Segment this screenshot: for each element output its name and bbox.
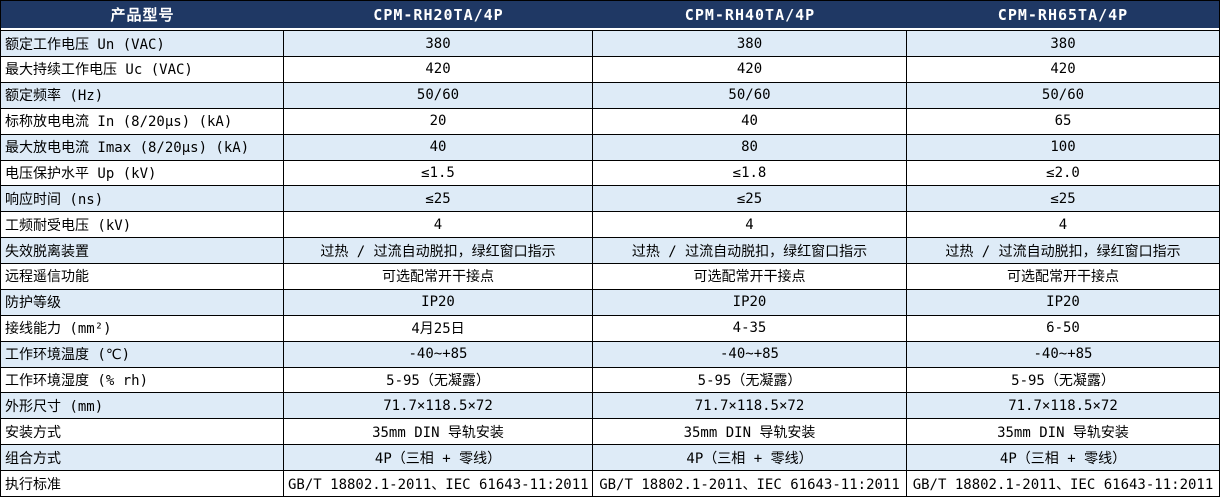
table-row: 安装方式 35mm DIN 导轨安装 35mm DIN 导轨安装 35mm DIN 导… [1,419,1219,446]
spec-row-label: 标称放电电流 In (8/20μs) (kA) [1,108,284,135]
spec-value-cell: GB/T 18802.1-2011、IEC 61643-11:2011 [284,471,593,496]
spec-value-cell: -40~+85 [284,341,593,368]
spec-value-cell: ≤2.0 [907,161,1219,187]
spec-value-cell: 20 [284,108,593,135]
spec-row-label: 额定工作电压 Un (VAC) [1,30,284,57]
spec-value-cell: 40 [593,108,907,135]
table-row: 标称放电电流 In (8/20μs) (kA) 20 40 65 [1,108,1219,135]
spec-row-label: 组合方式 [1,445,284,471]
spec-row-label: 外形尺寸 (mm) [1,393,284,420]
spec-value-cell: 35mm DIN 导轨安装 [593,419,907,446]
table-row: 工作环境温度 (℃) -40~+85 -40~+85 -40~+85 [1,341,1219,368]
spec-value-cell: 40 [284,134,593,161]
spec-value-cell: 65 [907,109,1219,135]
spec-row-label: 远程遥信功能 [1,264,284,290]
table-row: 额定频率 (Hz) 50/60 50/60 50/60 [1,82,1219,109]
spec-value-cell: 4P（三相 + 零线） [907,445,1219,471]
spec-value-cell: GB/T 18802.1-2011、IEC 61643-11:2011 [912,476,1214,493]
spec-row-label: 执行标准 [1,471,284,496]
spec-value-cell: 380 [284,30,593,57]
spec-row-label: 响应时间 (ns) [1,186,284,213]
spec-value-cell: 6-50 [907,316,1219,342]
table-row: 电压保护水平 Up (kV) ≤1.5 ≤1.8 ≤2.0 [1,160,1219,187]
table-row: 远程遥信功能 可选配常开干接点 可选配常开干接点 可选配常开干接点 [1,264,1219,290]
spec-row-label: 工频耐受电压 (kV) [1,212,284,239]
spec-value-cell: 5-95（无凝露） [284,367,593,394]
spec-value-cell: 可选配常开干接点 [284,264,593,290]
spec-value-cell: ≤1.5 [284,160,593,187]
header-row: 产品型号 CPM-RH20TA/4P CPM-RH40TA/4P CPM-RH6… [1,1,1219,30]
table-row: 外形尺寸 (mm) 71.7×118.5×72 71.7×118.5×72 71.7×… [1,393,1219,420]
spec-row-label: 电压保护水平 Up (kV) [1,160,284,187]
spec-value-cell: 380 [593,30,907,57]
spec-value-cell: 4-35 [593,315,907,342]
spec-value-cell: IP20 [907,290,1219,316]
spec-row-label: 工作环境湿度 (% rh) [1,367,284,394]
table-row: 工频耐受电压 (kV) 4 4 4 [1,212,1219,239]
spec-value-cell: 4P（三相 + 零线） [284,445,593,471]
spec-value-cell: 35mm DIN 导轨安装 [284,419,593,446]
spec-row-label: 防护等级 [1,289,284,316]
spec-value-cell: 80 [593,134,907,161]
spec-value-cell: 71.7×118.5×72 [593,393,907,420]
table-row: 最大持续工作电压 Uc (VAC) 420 420 420 [1,57,1219,83]
header-model-column-2: CPM-RH40TA/4P [593,1,907,30]
spec-row-label: 接线能力 (mm²) [1,315,284,342]
spec-row-label: 安装方式 [1,419,284,446]
spec-value-cell: 420 [907,57,1219,83]
spec-value-cell: 100 [907,135,1219,161]
spec-value-cell: 过热 / 过流自动脱扣，绿红窗口指示 [907,238,1219,264]
spec-value-cell: 4 [593,212,907,239]
spec-value-cell: 可选配常开干接点 [907,264,1219,290]
spec-value-cell: 过热 / 过流自动脱扣，绿红窗口指示 [593,238,907,264]
table-row: 工作环境湿度 (% rh) 5-95（无凝露） 5-95（无凝露） 5-95（无凝露） [1,367,1219,394]
table-row: 接线能力 (mm²) 4月25日 4-35 6-50 [1,315,1219,342]
spec-value-cell: -40~+85 [907,342,1219,368]
spec-value-cell: -40~+85 [593,341,907,368]
spec-value-cell: 过热 / 过流自动脱扣，绿红窗口指示 [284,238,593,264]
spec-value-cell: ≤25 [907,186,1219,213]
spec-value-cell: ≤25 [593,186,907,213]
spec-row-label: 失效脱离装置 [1,238,284,264]
spec-value-cell: IP20 [593,289,907,316]
spec-value-cell: 4P（三相 + 零线） [593,445,907,471]
spec-value-cell: 35mm DIN 导轨安装 [907,419,1219,446]
table-row: 失效脱离装置 过热 / 过流自动脱扣，绿红窗口指示 过热 / 过流自动脱扣，绿红窗口… [1,238,1219,264]
spec-value-cell: 50/60 [907,83,1219,109]
spec-value-cell: GB/T 18802.1-2011、IEC 61643-11:2011 [593,471,907,496]
spec-value-cell: 5-95（无凝露） [593,367,907,394]
spec-value-cell: 4月25日 [284,315,593,342]
spec-value-cell: 50/60 [593,82,907,109]
spec-row-label: 额定频率 (Hz) [1,82,284,109]
spec-row-label: 工作环境温度 (℃) [1,341,284,368]
spec-value-cell: 5-95（无凝露） [907,368,1219,394]
spec-row-label: 最大放电电流 Imax (8/20μs) (kA) [1,134,284,161]
spec-value-cell: 71.7×118.5×72 [907,393,1219,420]
spec-value-cell: ≤1.8 [593,160,907,187]
spec-value-cell: IP20 [284,289,593,316]
spec-value-cell: ≤25 [284,186,593,213]
spec-value-cell: 420 [593,57,907,83]
table-row: 额定工作电压 Un (VAC) 380 380 380 [1,30,1219,57]
spec-value-cell: 420 [284,57,593,83]
spec-value-cell: 380 [907,30,1219,57]
spec-value-cell: 可选配常开干接点 [593,264,907,290]
table-row: 防护等级 IP20 IP20 IP20 [1,289,1219,316]
table-row: 最大放电电流 Imax (8/20μs) (kA) 40 80 100 [1,134,1219,161]
spec-value-cell: 4 [284,212,593,239]
spec-value-cell: 50/60 [284,82,593,109]
header-model-column-1: CPM-RH20TA/4P [284,1,593,30]
header-model-column-3: CPM-RH65TA/4P [907,1,1219,30]
spec-value-cell: 4 [907,212,1219,239]
table-row: 响应时间 (ns) ≤25 ≤25 ≤25 [1,186,1219,213]
table-row: 执行标准 GB/T 18802.1-2011、IEC 61643-11:2011 G… [1,471,1219,496]
spec-value-cell: 71.7×118.5×72 [284,393,593,420]
table-row: 组合方式 4P（三相 + 零线） 4P（三相 + 零线） 4P（三相 + 零线） [1,445,1219,471]
header-product-model-label: 产品型号 [1,1,284,30]
spec-row-label: 最大持续工作电压 Uc (VAC) [1,57,284,83]
